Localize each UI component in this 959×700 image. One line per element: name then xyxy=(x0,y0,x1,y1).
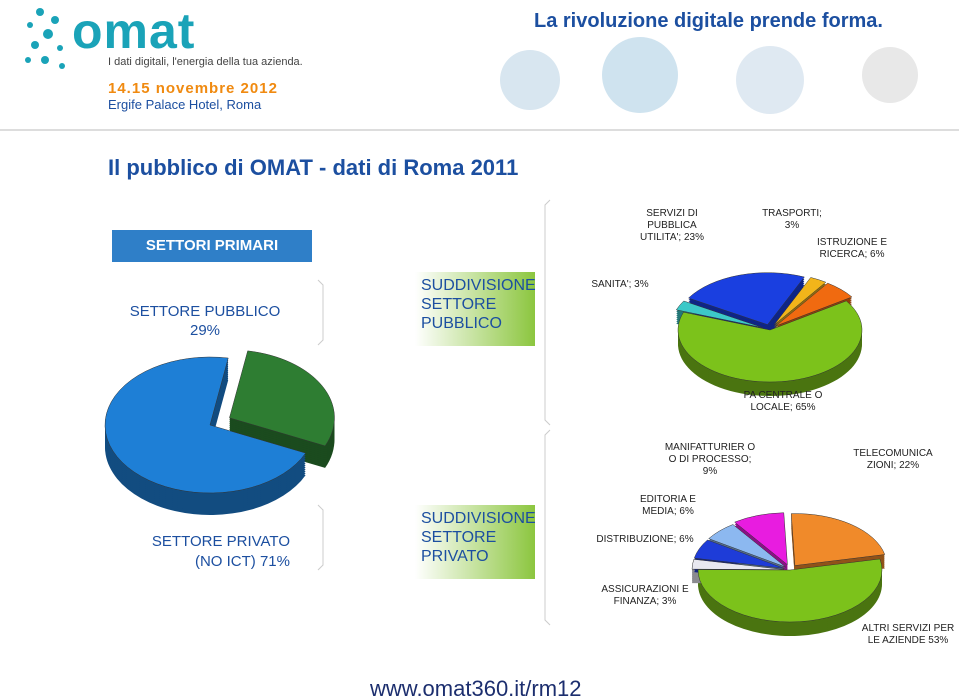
slice-label: TRASPORTI; 3% xyxy=(762,208,822,231)
chart-title: SUDDIVISIONE SETTORE PUBBLICO xyxy=(415,272,536,346)
slide-title: Il pubblico di OMAT - dati di Roma 2011 xyxy=(108,155,519,180)
slice-label: SERVIZI DI PUBBLICA UTILITA'; 23% xyxy=(640,208,704,243)
slice-label: SETTORE PUBBLICO 29% xyxy=(120,302,290,340)
slice-label: SANITA'; 3% xyxy=(591,279,649,290)
venue: Ergife Palace Hotel, Roma xyxy=(108,97,262,112)
pie-slice xyxy=(675,300,763,328)
chart-title-text: SUDDIVISIONE SETTORE PRIVATO xyxy=(421,510,536,565)
pie-slice xyxy=(104,356,307,494)
slice-label: DISTRIBUZIONE; 6% xyxy=(596,534,694,545)
pie-slice xyxy=(691,559,785,570)
pie-slice xyxy=(773,277,827,326)
date: 14.15 novembre 2012 xyxy=(108,80,278,97)
pie-slice xyxy=(229,350,335,447)
pie-slice xyxy=(734,512,788,566)
chart-title-text: SUDDIVISIONE SETTORE PUBBLICO xyxy=(421,277,536,332)
slice-label: MANIFATTURIER O O DI PROCESSO; 9% xyxy=(664,442,756,477)
pie-slice xyxy=(708,524,786,568)
chart-title: SUDDIVISIONE SETTORE PRIVATO xyxy=(415,505,536,579)
slice-label: PA CENTRALE O LOCALE; 65% xyxy=(743,390,823,413)
footer-url: www.omat360.it/rm12 xyxy=(370,676,582,700)
pie-slice xyxy=(775,282,853,327)
slogan: La rivoluzione digitale prende forma. xyxy=(534,10,883,32)
tagline: I dati digitali, l'energia della tua azi… xyxy=(108,56,303,68)
brand: omat xyxy=(72,3,196,59)
pie-slice xyxy=(693,539,785,569)
pie-slice xyxy=(790,513,886,566)
value-label: 29% xyxy=(189,322,221,339)
pie-slice xyxy=(677,300,863,383)
value-label: 71% xyxy=(259,553,290,570)
chart-title: SETTORI PRIMARI xyxy=(112,230,312,262)
slice-label: ASSICURAZIONI E FINANZA; 3% xyxy=(601,584,689,607)
slice-label: TELECOMUNICA ZIONI; 22% xyxy=(853,448,933,471)
header-icons xyxy=(500,37,918,114)
slice-label: ISTRUZIONE E RICERCA; 6% xyxy=(816,237,887,260)
slice-label: ALTRI SERVIZI PER LE AZIENDE 53% xyxy=(861,623,955,646)
brackets xyxy=(317,199,551,626)
pie-slice xyxy=(697,558,883,623)
slice-label: EDITORIA E MEDIA; 6% xyxy=(640,494,696,517)
logo-dots xyxy=(25,8,65,69)
pie-slice xyxy=(688,272,805,325)
category-label: SETTORE PUBBLICO xyxy=(129,303,281,320)
slice-label: SETTORE PRIVATO (NO ICT) 71% xyxy=(130,532,290,572)
category-label: SETTORE PRIVATO (NO ICT) xyxy=(151,533,290,570)
